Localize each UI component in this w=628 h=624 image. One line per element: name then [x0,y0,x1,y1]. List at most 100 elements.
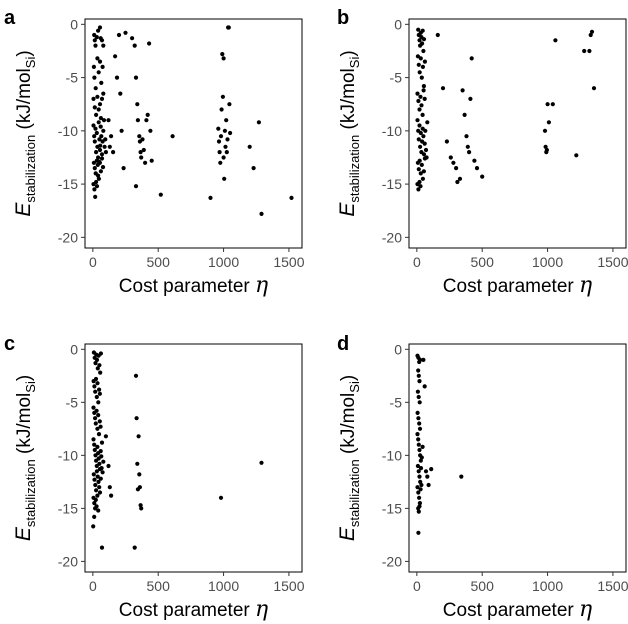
y-tick-label: 0 [394,16,402,32]
panel-label: c [4,333,15,355]
data-point [95,56,100,61]
panel-label: b [337,7,349,29]
data-point [99,152,105,157]
x-tick-label: 500 [147,578,171,594]
y-tick-label: -5 [66,70,79,86]
data-point [423,469,429,474]
data-point [418,458,423,463]
data-point [416,509,421,514]
scatter-panel-c: c 0 -5 -10 -15 -20 0 500 1000 1500 Cost parameter … [4,333,305,622]
data-point [228,130,233,136]
data-point [94,394,99,400]
data-point [418,171,423,176]
x-tick-label: 0 [413,254,421,270]
data-point [92,501,97,506]
data-point [91,96,96,101]
data-point [92,105,97,110]
data-point [94,408,99,413]
data-point [96,120,101,125]
data-point [591,86,597,91]
x-tick-label: 0 [413,578,421,594]
data-point [222,128,227,133]
data-point [96,28,101,33]
data-point [133,373,139,378]
data-point [440,86,446,91]
data-point [415,410,420,415]
data-point [543,144,548,149]
data-point [135,102,140,107]
data-point [415,432,420,437]
x-axis-title: Cost parameter η [119,273,268,298]
y-tick-label: -10 [58,447,78,463]
data-point [259,211,264,216]
data-point [224,118,229,123]
data-point [417,38,422,43]
plot-frame [84,343,303,573]
data-point [144,118,149,123]
data-point [97,419,102,424]
data-point [464,134,469,139]
data-point [97,461,102,466]
x-tick-label: 0 [89,578,97,594]
data-point [421,152,427,157]
data-point [97,159,102,164]
data-point [94,112,99,117]
y-axis-title: Estabilization (kJ/molSi) [336,375,362,541]
scatter-panel-a: a 0 -5 -10 -15 -20 0 500 1000 1500 Cost parameter … [4,7,305,298]
data-point [111,150,116,155]
data-point [416,416,421,421]
y-tick-label: -10 [382,447,402,463]
x-tick-label: 500 [147,254,171,270]
data-point [96,479,101,484]
data-point [97,387,102,392]
data-point [425,120,430,125]
data-point [217,150,222,155]
y-tick-label: 0 [394,341,402,357]
y-tick-label: -20 [58,229,78,245]
data-point [97,363,102,368]
data-point [422,141,427,146]
y-tick-label: 0 [70,16,78,32]
data-point [422,96,427,101]
panel-label: a [4,7,16,29]
y-tick-label: -15 [58,176,78,192]
data-point [418,94,423,99]
data-point [98,169,103,174]
data-point [454,166,459,171]
data-point [545,102,550,107]
data-point [119,128,124,133]
data-point [220,52,225,57]
data-point [419,455,424,460]
y-axis-title: Estabilization (kJ/molSi) [12,375,38,541]
scatter-panel-d: d 0 -5 -10 -15 -20 0 500 1000 1500 Cost parameter … [336,333,628,622]
data-point [93,389,98,394]
data-point [420,444,425,449]
data-point [415,54,420,59]
data-point [416,442,421,447]
data-point [417,504,422,509]
y-tick-label: -15 [382,500,402,516]
data-point [423,147,429,153]
data-point [137,472,142,477]
data-point [416,394,421,400]
y-tick-label: -10 [58,123,78,139]
data-point [99,134,104,139]
y-tick-label: -5 [390,394,403,410]
data-point [221,56,226,61]
data-point [416,368,421,373]
data-point [421,88,426,93]
data-point [418,130,423,136]
y-tick-label: -15 [58,500,78,516]
data-point [429,467,434,472]
data-point [92,139,97,144]
data-point [92,514,97,520]
data-point [93,376,99,382]
data-point [418,466,424,471]
data-point [98,116,103,121]
data-point [93,126,98,131]
data-point [95,366,100,371]
data-point [148,128,153,133]
data-point [422,384,427,389]
data-point [588,32,593,38]
data-point [416,437,421,442]
